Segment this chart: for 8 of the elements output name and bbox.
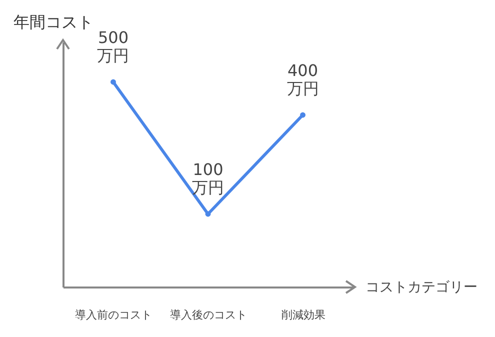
x-axis-title: コストカテゴリー	[366, 280, 478, 296]
data-label: 400 万円	[286, 61, 319, 98]
x-tick-label: 削減効果	[281, 308, 326, 322]
data-label: 500 万円	[97, 28, 130, 65]
data-label: 100 万円	[192, 160, 224, 197]
y-axis-title: 年間コスト	[14, 12, 94, 32]
x-tick-label: 導入後のコスト	[170, 308, 247, 322]
x-tick-label: 導入前のコスト	[75, 308, 152, 322]
